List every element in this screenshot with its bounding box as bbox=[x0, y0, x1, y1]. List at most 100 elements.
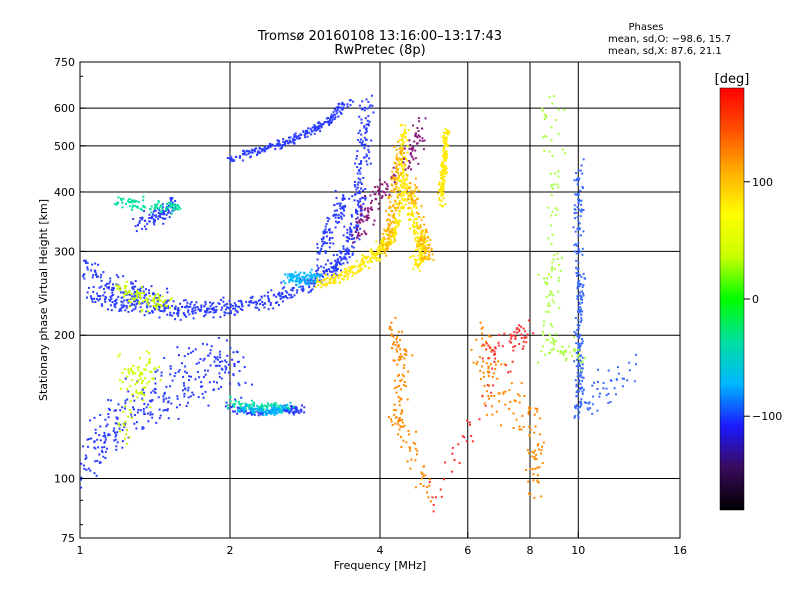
scatter-point bbox=[421, 248, 424, 251]
scatter-point bbox=[486, 370, 489, 373]
scatter-point bbox=[137, 296, 140, 299]
scatter-point bbox=[262, 148, 265, 151]
scatter-point bbox=[423, 232, 426, 235]
scatter-point bbox=[298, 286, 301, 289]
scatter-point bbox=[165, 209, 168, 212]
scatter-point bbox=[396, 350, 399, 353]
scatter-point bbox=[410, 154, 413, 157]
scatter-point bbox=[443, 134, 446, 137]
scatter-point bbox=[396, 196, 399, 199]
scatter-point bbox=[393, 188, 396, 191]
scatter-point bbox=[109, 304, 112, 307]
scatter-point bbox=[335, 220, 338, 223]
scatter-point bbox=[526, 449, 529, 452]
scatter-point bbox=[229, 310, 232, 313]
scatter-point bbox=[365, 215, 368, 218]
scatter-point bbox=[394, 416, 397, 419]
scatter-point bbox=[130, 208, 133, 211]
scatter-point bbox=[336, 209, 339, 212]
scatter-point bbox=[429, 257, 432, 260]
scatter-point bbox=[364, 188, 367, 191]
scatter-point bbox=[475, 363, 478, 366]
scatter-point bbox=[183, 306, 186, 309]
scatter-point bbox=[128, 299, 131, 302]
scatter-point bbox=[578, 301, 581, 304]
scatter-point bbox=[579, 234, 582, 237]
scatter-point bbox=[376, 250, 379, 253]
scatter-point bbox=[393, 408, 396, 411]
scatter-point bbox=[577, 367, 580, 370]
scatter-point bbox=[402, 439, 405, 442]
scatter-point bbox=[119, 197, 122, 200]
scatter-point bbox=[364, 256, 367, 259]
scatter-point bbox=[251, 295, 254, 298]
scatter-point bbox=[390, 329, 393, 332]
scatter-point bbox=[285, 295, 288, 298]
scatter-point bbox=[368, 157, 371, 160]
scatter-point bbox=[117, 422, 120, 425]
scatter-point bbox=[137, 292, 140, 295]
scatter-point bbox=[177, 309, 180, 312]
scatter-point bbox=[320, 265, 323, 268]
scatter-point bbox=[406, 193, 409, 196]
scatter-point bbox=[305, 129, 308, 132]
scatter-point bbox=[576, 395, 579, 398]
scatter-point bbox=[534, 449, 537, 452]
scatter-point bbox=[362, 144, 365, 147]
scatter-point bbox=[293, 133, 296, 136]
scatter-point bbox=[232, 307, 235, 310]
scatter-point bbox=[90, 437, 93, 440]
scatter-point bbox=[441, 186, 444, 189]
scatter-point bbox=[405, 441, 408, 444]
scatter-point bbox=[545, 283, 548, 286]
scatter-point bbox=[293, 411, 296, 414]
scatter-point bbox=[201, 392, 204, 395]
scatter-point bbox=[323, 241, 326, 244]
scatter-point bbox=[232, 158, 235, 161]
scatter-point bbox=[419, 252, 422, 255]
scatter-point bbox=[306, 129, 309, 132]
scatter-point bbox=[527, 480, 530, 483]
scatter-point bbox=[360, 162, 363, 165]
scatter-point bbox=[366, 163, 369, 166]
scatter-point bbox=[267, 300, 270, 303]
scatter-point bbox=[396, 341, 399, 344]
scatter-point bbox=[365, 160, 368, 163]
scatter-point bbox=[353, 199, 356, 202]
scatter-point bbox=[571, 355, 574, 358]
scatter-point bbox=[288, 407, 291, 410]
scatter-point bbox=[231, 304, 234, 307]
scatter-point bbox=[375, 256, 378, 259]
scatter-point bbox=[422, 216, 425, 219]
scatter-point bbox=[579, 250, 582, 253]
scatter-point bbox=[391, 175, 394, 178]
scatter-point bbox=[404, 199, 407, 202]
scatter-point bbox=[129, 411, 132, 414]
scatter-point bbox=[191, 312, 194, 315]
scatter-point bbox=[406, 187, 409, 190]
scatter-point bbox=[574, 243, 577, 246]
scatter-point bbox=[237, 300, 240, 303]
scatter-point bbox=[305, 283, 308, 286]
scatter-point bbox=[356, 192, 359, 195]
scatter-point bbox=[233, 302, 236, 305]
scatter-point bbox=[391, 215, 394, 218]
scatter-point bbox=[151, 310, 154, 313]
scatter-point bbox=[187, 309, 190, 312]
scatter-point bbox=[224, 368, 227, 371]
scatter-point bbox=[328, 121, 331, 124]
scatter-point bbox=[109, 399, 112, 402]
scatter-point bbox=[396, 222, 399, 225]
scatter-point bbox=[158, 209, 161, 212]
scatter-point bbox=[315, 270, 318, 273]
scatter-point bbox=[431, 253, 434, 256]
scatter-point bbox=[579, 388, 582, 391]
scatter-point bbox=[194, 378, 197, 381]
scatter-point bbox=[322, 284, 325, 287]
scatter-point bbox=[398, 428, 401, 431]
scatter-point bbox=[229, 400, 232, 403]
scatter-point bbox=[139, 409, 142, 412]
scatter-point bbox=[297, 273, 300, 276]
scatter-point bbox=[359, 206, 362, 209]
scatter-point bbox=[420, 257, 423, 260]
